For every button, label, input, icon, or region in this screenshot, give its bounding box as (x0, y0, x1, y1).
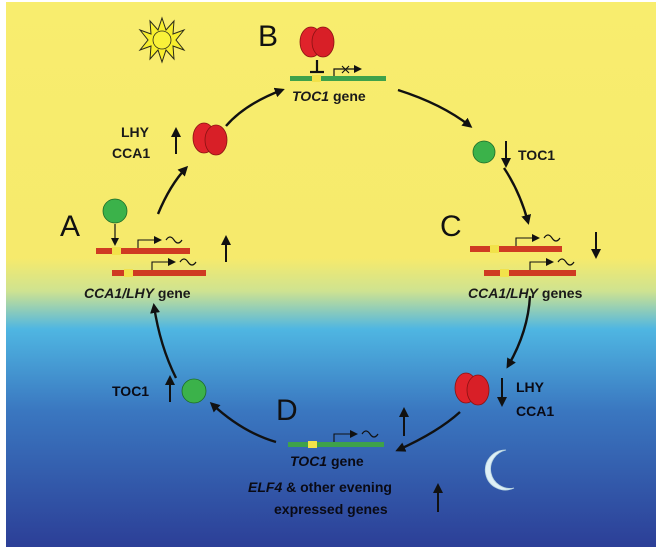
cca1-lhy-italic-right: CCA1/LHY (468, 285, 540, 301)
step-label-b: B (258, 20, 278, 53)
lhy-label-top: LHY (121, 124, 150, 140)
toc1-gene-rest-top: gene (329, 88, 366, 104)
toc1-gene-rest-bottom: gene (327, 453, 364, 469)
toc1-gene-label-bottom: TOC1 gene (290, 453, 364, 469)
arrow-lhy-to-d (395, 411, 461, 452)
step-label-d: D (276, 394, 298, 427)
toc1-gene-top (290, 65, 386, 82)
expressed-genes-label: expressed genes (274, 501, 388, 517)
cca1-lhy-italic-left: CCA1/LHY (84, 285, 156, 301)
step-label-c: C (440, 210, 462, 243)
toc1-label-left: TOC1 (112, 383, 149, 399)
cca1-lhy-genes-left (96, 236, 206, 277)
arrow-toc1-to-c (503, 167, 532, 225)
cca1-lhy-genes-right (470, 234, 576, 277)
toc1-protein-a (102, 198, 128, 224)
toc1-gene-bottom (288, 430, 384, 448)
cca1-lhy-genes-label-right: CCA1/LHY genes (468, 285, 583, 301)
toc1-gene-label-top: TOC1 gene (292, 88, 366, 104)
elf4-label: ELF4 & other evening (248, 479, 392, 495)
cycle-arrows (150, 87, 532, 452)
toc1-protein-top-right (472, 140, 496, 164)
arrow-toc1-to-a (150, 303, 178, 379)
repression-bar-b (310, 60, 324, 74)
arrow-b-to-toc1 (397, 88, 473, 128)
lhy-cca1-dimer-top-left (192, 122, 228, 156)
cca1-label-bottom: CCA1 (516, 403, 554, 419)
toc1-protein-bottom-left (181, 378, 207, 404)
arrow-d-to-toc1 (209, 401, 277, 444)
cca1-label-top: CCA1 (112, 145, 150, 161)
step-label-a: A (60, 210, 80, 243)
lhy-label-bottom: LHY (516, 379, 545, 395)
elf4-rest: & other evening (282, 479, 392, 495)
cca1-lhy-rest-right: genes (538, 285, 583, 301)
sun-icon (138, 16, 186, 64)
elf4-italic: ELF4 (248, 479, 282, 495)
toc1-gene-italic-bottom: TOC1 (290, 453, 327, 469)
toc1-gene-italic-top: TOC1 (292, 88, 329, 104)
toc1-label-right: TOC1 (518, 147, 555, 163)
crescent-moon-icon (484, 449, 515, 491)
cca1-lhy-rest-left: gene (154, 285, 191, 301)
lhy-cca1-dimer-top (299, 26, 335, 58)
arrow-lhy-to-b (225, 87, 285, 127)
arrow-a-to-lhy (156, 165, 189, 215)
cca1-lhy-gene-label-left: CCA1/LHY gene (84, 285, 191, 301)
lhy-cca1-dimer-bottom-right (454, 372, 490, 406)
arrow-c-to-lhy (506, 295, 532, 369)
